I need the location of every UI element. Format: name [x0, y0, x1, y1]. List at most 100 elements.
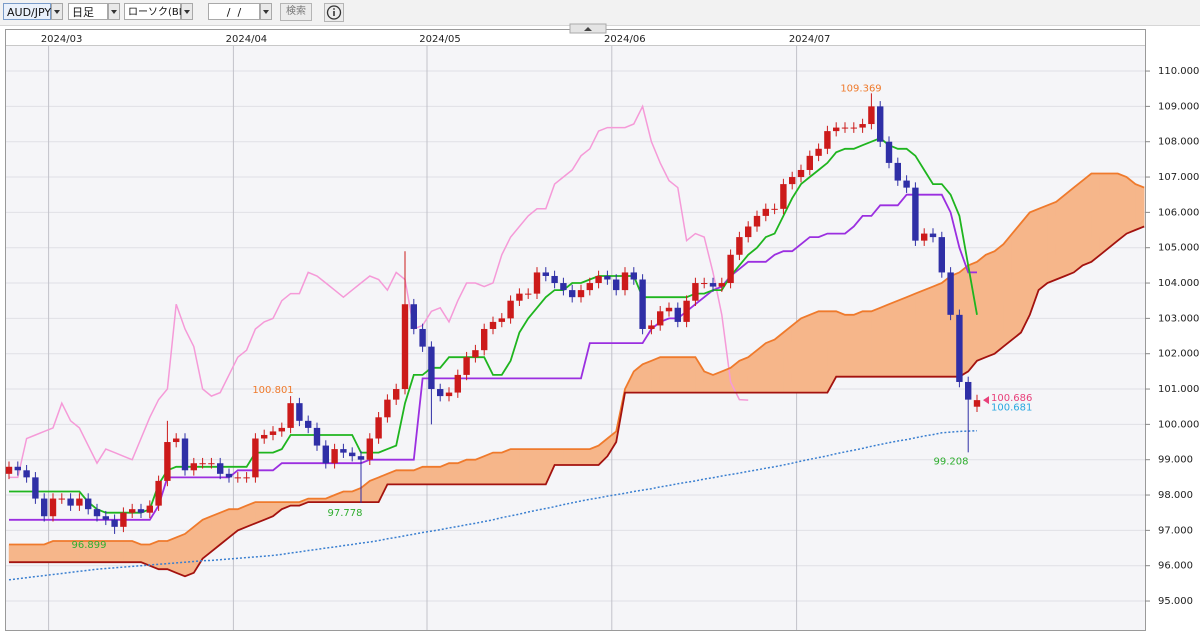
- cloud-segment: [659, 356, 670, 393]
- candle-body: [181, 438, 189, 471]
- y-tick-label: 104.000: [1158, 278, 1199, 289]
- cloud-segment: [800, 314, 811, 393]
- cloud-segment: [1020, 211, 1031, 333]
- candle-body: [657, 311, 664, 326]
- y-tick-label: 99.000: [1158, 455, 1193, 466]
- series-line: [9, 225, 1145, 578]
- candle-body: [525, 293, 532, 295]
- cloud-segment: [35, 544, 45, 563]
- candle-body: [164, 442, 171, 481]
- cloud-segment: [818, 311, 828, 393]
- cloud-segment: [1047, 201, 1057, 284]
- candle-body: [23, 470, 30, 478]
- symbol-dropdown[interactable]: [51, 3, 63, 20]
- candle-body: [269, 431, 277, 435]
- cloud-segment: [17, 544, 27, 563]
- candle-body: [261, 434, 268, 439]
- candle-body: [349, 452, 356, 457]
- info-button[interactable]: [324, 3, 344, 22]
- y-tick-label: 95.000: [1158, 596, 1193, 607]
- candle-body: [102, 516, 109, 520]
- candle-body: [111, 519, 118, 527]
- candle-body: [815, 148, 822, 156]
- cloud-segment: [571, 448, 582, 466]
- candle-body: [947, 272, 954, 315]
- candle-body: [463, 357, 470, 375]
- y-tick-label: 107.000: [1158, 172, 1199, 183]
- y-tick-label: 102.000: [1158, 349, 1199, 360]
- candle-body: [533, 272, 541, 294]
- series-line: [8, 429, 978, 581]
- candle-body: [173, 438, 180, 443]
- period-dropdown[interactable]: [108, 3, 120, 20]
- candle-body: [921, 233, 928, 241]
- candle-body: [586, 283, 593, 291]
- series-line: [9, 104, 749, 479]
- cloud-segment: [422, 466, 432, 485]
- candle-body: [49, 498, 57, 517]
- candle-body: [780, 184, 787, 209]
- price-annotation: 100.681: [991, 402, 1032, 413]
- search-button[interactable]: 検索: [280, 3, 312, 21]
- candle-body: [129, 509, 136, 513]
- cloud-segment: [1117, 173, 1127, 242]
- cloud-segment: [8, 544, 19, 563]
- candle-body: [120, 512, 127, 527]
- candle-body: [401, 304, 409, 390]
- cloud-segment: [563, 448, 573, 466]
- date-dropdown[interactable]: [260, 3, 272, 20]
- candle-body: [595, 275, 602, 284]
- candle-body: [322, 445, 329, 464]
- cloud-segment: [554, 448, 564, 466]
- cloud-segment: [1038, 204, 1048, 291]
- cloud-segment: [668, 356, 679, 393]
- candle-body: [296, 403, 303, 421]
- cloud-segment: [642, 360, 652, 393]
- price-annotation: 100.801: [252, 385, 293, 396]
- cloud-segment: [739, 356, 749, 393]
- candle-body: [410, 304, 417, 329]
- candle-body: [507, 300, 514, 319]
- candle-body: [419, 328, 426, 347]
- candle-body: [938, 237, 945, 273]
- y-tick-label: 100.000: [1158, 419, 1199, 430]
- date-input[interactable]: / /: [208, 3, 260, 20]
- cloud-segment: [915, 289, 925, 377]
- chart-kind-dropdown[interactable]: [181, 3, 193, 20]
- period-select[interactable]: 日足: [68, 3, 108, 20]
- cloud-segment: [809, 310, 819, 393]
- cloud-segment: [52, 540, 63, 563]
- candle-body: [393, 389, 400, 400]
- cloud-segment: [985, 250, 995, 358]
- candle-body: [85, 498, 92, 510]
- candle-body: [313, 427, 321, 446]
- candle-body: [973, 400, 981, 407]
- chart-kind-select[interactable]: ローソク(BID): [124, 3, 193, 20]
- x-tick-label: 2024/07: [789, 34, 831, 45]
- cloud-segment: [175, 533, 186, 577]
- y-tick-label: 103.000: [1158, 313, 1199, 324]
- candle-body: [841, 127, 849, 129]
- candle-body: [718, 283, 725, 287]
- candle-body: [428, 346, 435, 390]
- candle-body: [560, 283, 567, 291]
- candle-body: [243, 477, 250, 479]
- cloud-segment: [466, 459, 476, 485]
- symbol-select[interactable]: AUD/JPY: [3, 3, 51, 20]
- cloud-segment: [1135, 183, 1145, 231]
- cloud-segment: [492, 452, 503, 485]
- candle-body: [472, 350, 479, 358]
- cloud-segment: [26, 544, 36, 563]
- candle-body: [489, 321, 497, 329]
- month-strip: [6, 30, 1145, 45]
- candle-body: [516, 293, 523, 301]
- cloud-segment: [404, 470, 415, 485]
- cloud-segment: [756, 342, 767, 393]
- candle-body: [674, 307, 681, 322]
- candle-body: [287, 403, 294, 428]
- cloud-segment: [651, 356, 661, 393]
- cloud-segment: [536, 448, 547, 485]
- candle-body: [199, 463, 206, 465]
- candle-body: [234, 477, 241, 479]
